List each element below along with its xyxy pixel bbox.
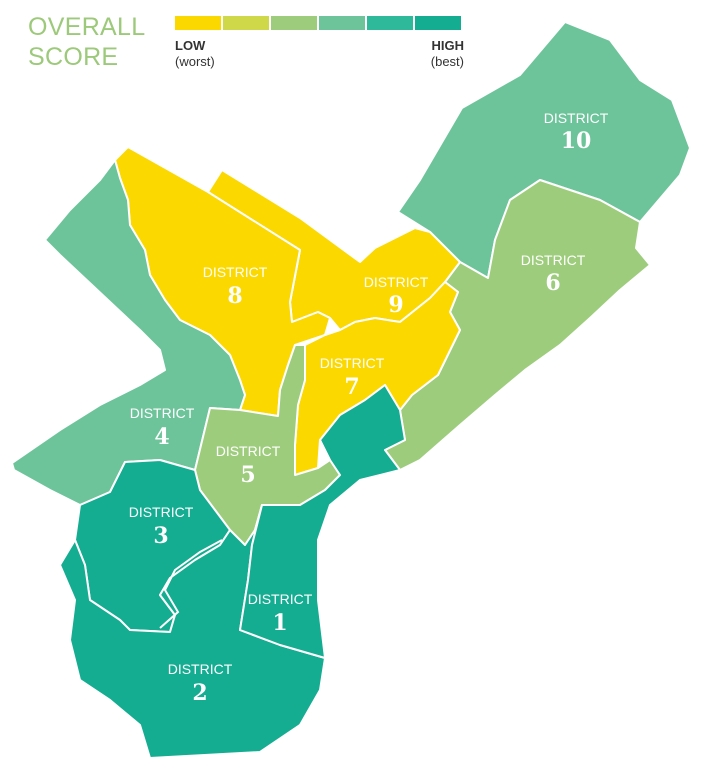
- scale-swatch: [415, 16, 461, 30]
- color-scale-bar: [175, 16, 461, 30]
- district-5-label: DISTRICT: [216, 443, 281, 459]
- district-4-label: DISTRICT: [130, 405, 195, 421]
- district-9-number: 9: [388, 292, 403, 318]
- district-1-number: 1: [272, 610, 287, 636]
- district-2-number: 2: [192, 680, 207, 706]
- district-1-label: DISTRICT: [248, 591, 313, 607]
- district-3-label: DISTRICT: [129, 504, 194, 520]
- district-7-label: DISTRICT: [320, 355, 385, 371]
- legend-title-line1: OVERALL: [28, 13, 146, 41]
- district-8-label: DISTRICT: [203, 264, 268, 280]
- district-6-number: 6: [545, 270, 560, 296]
- district-10-label: DISTRICT: [544, 110, 609, 126]
- district-2-label: DISTRICT: [168, 661, 233, 677]
- scale-swatch: [319, 16, 365, 30]
- district-10-number: 10: [561, 128, 592, 154]
- scale-high-sub: (best): [430, 54, 464, 69]
- scale-high-label: HIGH (best): [431, 38, 464, 70]
- district-6-label: DISTRICT: [521, 252, 586, 268]
- scale-swatch: [271, 16, 317, 30]
- district-8-number: 8: [227, 283, 242, 309]
- district-4-number: 4: [154, 424, 169, 450]
- scale-swatch: [367, 16, 413, 30]
- scale-low-title: LOW: [175, 38, 206, 53]
- scale-low-label: LOW (worst): [175, 38, 215, 70]
- scale-high-title: HIGH: [431, 38, 465, 53]
- river-line: [159, 539, 223, 629]
- district-3-number: 3: [153, 523, 168, 549]
- district-5-number: 5: [240, 462, 255, 488]
- district-9-label: DISTRICT: [364, 274, 429, 290]
- scale-low-sub: (worst): [175, 54, 215, 69]
- legend-title: OVERALL SCORE: [28, 12, 145, 72]
- scale-swatch: [175, 16, 221, 30]
- district-7-number: 7: [344, 374, 359, 400]
- scale-swatch: [223, 16, 269, 30]
- district-1-area[interactable]: [239, 384, 406, 659]
- legend-title-line2: SCORE: [28, 43, 119, 71]
